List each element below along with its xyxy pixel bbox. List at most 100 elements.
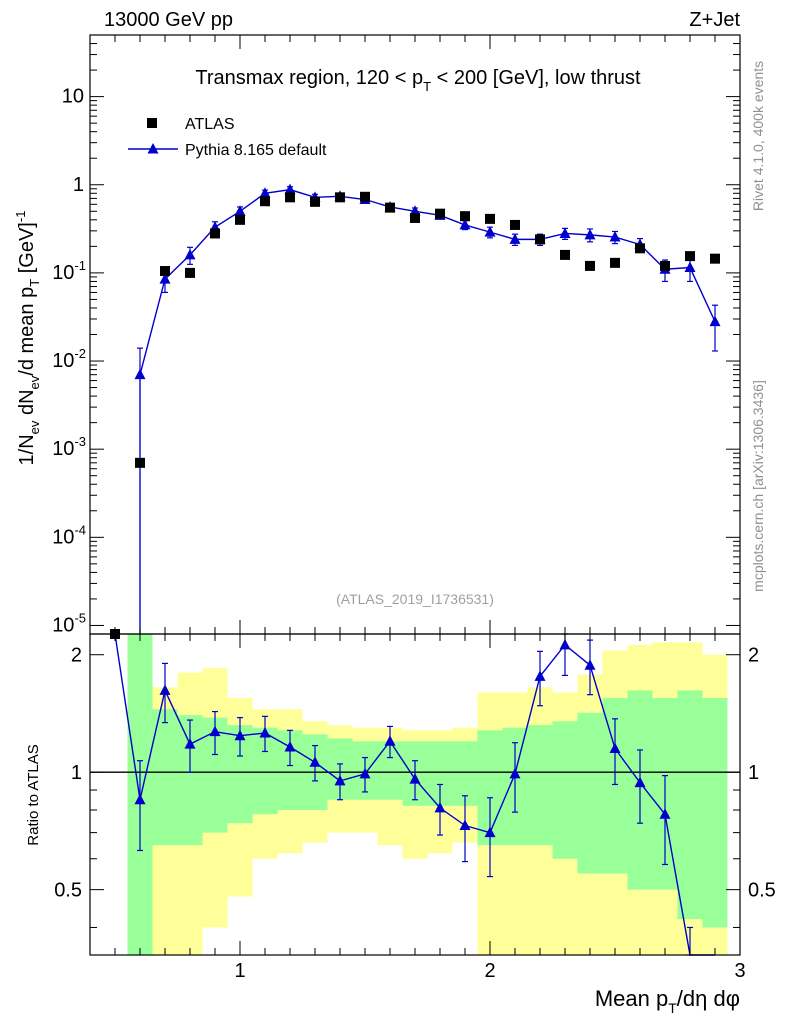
- ratio-y-tick-label: 2: [71, 645, 82, 667]
- ratio-point: [434, 801, 446, 813]
- legend: ATLAS Pythia 8.165 default: [128, 116, 327, 159]
- ratio-point: [184, 738, 196, 749]
- atlas-point: [335, 192, 345, 203]
- ratio-point: [359, 767, 371, 779]
- ratio-point: [284, 741, 296, 752]
- ratio-y-tick-label-right: 2: [748, 645, 759, 667]
- pythia-point: [509, 233, 521, 244]
- legend-pythia-marker: [147, 143, 159, 154]
- pythia-point: [459, 218, 471, 230]
- ratio-point: [459, 819, 471, 831]
- ratio-x-tick-label: 1: [234, 960, 245, 982]
- green-band-bin: [152, 709, 178, 846]
- pythia-point: [484, 226, 496, 237]
- ratio-point: [509, 767, 521, 779]
- atlas-point: [160, 266, 170, 277]
- pythia-point: [159, 273, 171, 284]
- ratio-point: [159, 684, 171, 695]
- side-label-mcplots: mcplots.cern.ch [arXiv:1306.3436]: [750, 380, 766, 592]
- pythia-point: [709, 315, 721, 327]
- ratio-point: [209, 725, 221, 737]
- ratio-x-tick-label: 3: [734, 960, 745, 982]
- ratio-point: [559, 638, 571, 650]
- ratio-ylabel: Ratio to ATLAS: [25, 744, 42, 845]
- pythia-point: [134, 368, 146, 380]
- axis-ticks: 10-5 10-4 10-3 10-2 10-1 1 10 1 2 3 0.5 0.5 1 1 2 2: [52, 34, 776, 982]
- ratio-point: [534, 670, 546, 681]
- legend-atlas-label: ATLAS: [185, 116, 235, 133]
- green-band-bin: [527, 725, 553, 846]
- pythia-point: [559, 227, 571, 238]
- atlas-point: [410, 212, 420, 223]
- main-y-tick-label: 10-2: [52, 346, 86, 372]
- main-y-tick-label: 10-3: [52, 434, 86, 460]
- ratio-point: [259, 727, 271, 738]
- pythia-point: [234, 205, 246, 216]
- atlas-point: [485, 213, 495, 224]
- header-left-label: 13000 GeV pp: [104, 9, 233, 31]
- pythia-point: [584, 228, 596, 240]
- ratio-point: [609, 742, 621, 753]
- legend-pythia-label: Pythia 8.165 default: [185, 142, 327, 159]
- pythia-point: [259, 187, 271, 198]
- atlas-point: [360, 191, 370, 202]
- atlas-point: [135, 457, 145, 468]
- atlas-point: [610, 257, 620, 268]
- atlas-point: [210, 228, 220, 239]
- ratio-x-tick-label: 2: [484, 960, 495, 982]
- watermark: (ATLAS_2019_I1736531): [336, 591, 494, 607]
- ratio-point: [484, 826, 496, 838]
- pythia-line: [139, 188, 716, 375]
- ratio-y-tick-label: 0.5: [54, 880, 82, 902]
- atlas-point: [185, 267, 195, 278]
- main-y-tick-label: 10-5: [52, 610, 86, 636]
- header-right-label: Z+Jet: [689, 9, 740, 31]
- main-ylabel: 1/Nev dNev/d mean pT [GeV]-1: [13, 211, 42, 466]
- atlas-point: [710, 253, 720, 264]
- atlas-point: [235, 214, 245, 225]
- main-series: [110, 183, 721, 639]
- atlas-point: [260, 196, 270, 207]
- ratio-series: [114, 633, 715, 956]
- atlas-point: [460, 211, 470, 222]
- green-band-bin: [702, 697, 728, 928]
- atlas-point: [585, 260, 595, 271]
- atlas-point: [535, 234, 545, 245]
- ratio-y-tick-label-right: 1: [748, 762, 759, 784]
- green-band-bin: [677, 690, 703, 920]
- atlas-point: [635, 243, 645, 254]
- ratio-point: [409, 773, 421, 784]
- main-y-tick-label: 10-4: [52, 522, 86, 548]
- atlas-point: [310, 196, 320, 207]
- ratio-point: [384, 735, 396, 746]
- atlas-point: [385, 202, 395, 213]
- atlas-point: [285, 192, 295, 203]
- pythia-point: [284, 183, 296, 195]
- ratio-point: [234, 729, 246, 741]
- atlas-point: [510, 219, 520, 230]
- atlas-point: [435, 208, 445, 219]
- ratio-xlabel: Mean pT/dη dφ: [595, 986, 740, 1016]
- side-label-rivet: Rivet 4.1.0, 400k events: [750, 61, 766, 211]
- green-band-bin: [552, 721, 578, 859]
- atlas-point: [685, 251, 695, 262]
- ratio-point: [634, 776, 646, 788]
- ratio-y-tick-label: 1: [71, 762, 82, 784]
- pythia-point: [609, 231, 621, 242]
- ratio-point: [659, 808, 671, 819]
- green-band-bin: [577, 712, 603, 874]
- main-y-tick-label: 1: [73, 174, 84, 196]
- main-title: Transmax region, 120 < pT < 200 [GeV], l…: [195, 67, 641, 94]
- pythia-point: [184, 248, 196, 260]
- atlas-point: [660, 260, 670, 271]
- ratio-point: [134, 793, 146, 805]
- legend-atlas-marker: [147, 118, 157, 128]
- pythia-point: [684, 261, 696, 273]
- ratio-point: [584, 659, 596, 670]
- main-y-tick-label: 10-1: [52, 258, 86, 284]
- ratio-y-tick-label-right: 0.5: [748, 880, 776, 902]
- ratio-point: [309, 756, 321, 767]
- green-band-bin: [452, 741, 478, 806]
- main-y-tick-label: 10: [62, 86, 84, 108]
